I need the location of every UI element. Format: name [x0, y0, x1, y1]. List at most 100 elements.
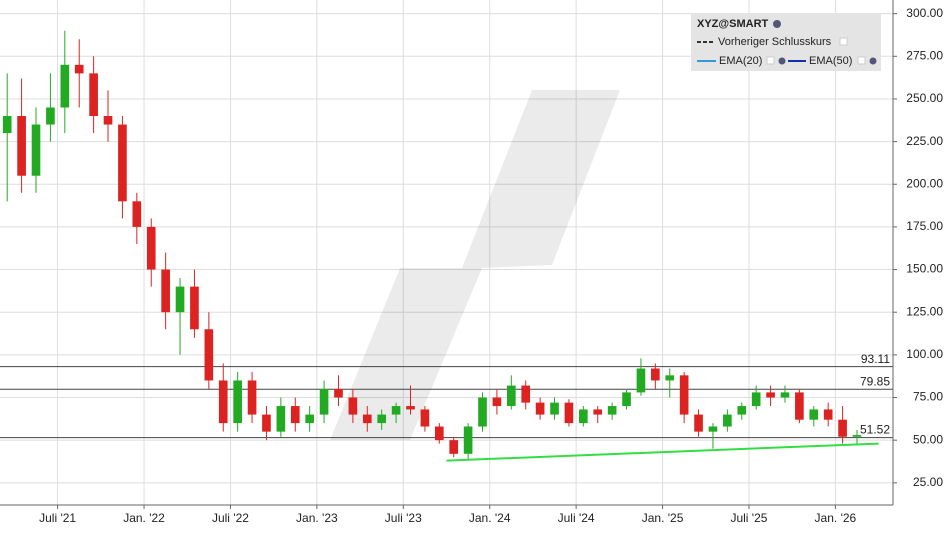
plot-area [0, 0, 893, 505]
candle-body [607, 406, 617, 415]
candle-body [118, 124, 127, 202]
x-tick-label: Jan. '25 [642, 511, 684, 525]
y-tick-label: 125.00 [906, 304, 943, 318]
candle-body [377, 414, 387, 424]
candle-body [506, 385, 516, 407]
x-tick-label: Juli '23 [385, 511, 422, 525]
candle-body [290, 406, 300, 424]
y-tick-label: 75.00 [913, 390, 943, 404]
x-tick-label: Juli '24 [558, 511, 595, 525]
candle-body [535, 402, 545, 415]
x-tick-label: Jan. '23 [296, 511, 338, 525]
candle-body [334, 388, 343, 398]
legend-label: EMA(50) [809, 55, 852, 67]
candle-body [838, 419, 847, 437]
candle-body [463, 426, 473, 454]
x-tick-label: Juli '21 [39, 511, 76, 525]
icon [773, 20, 781, 28]
candle-body [46, 107, 55, 125]
candle-body [175, 286, 185, 313]
candle-body [737, 406, 747, 415]
candle-body [218, 380, 228, 424]
candle-body [60, 64, 70, 108]
candle-body [823, 409, 833, 420]
candles [0, 30, 893, 462]
legend-label: EMA(20) [719, 55, 762, 67]
candle-body [132, 201, 142, 227]
y-tick-label: 275.00 [906, 48, 943, 62]
candle-body [708, 426, 718, 432]
candle-body [89, 73, 98, 117]
candle-body [204, 329, 214, 381]
y-tick-label: 175.00 [906, 219, 943, 233]
candle-body [348, 397, 358, 415]
candle-body [2, 116, 12, 134]
candle-body [276, 406, 286, 432]
candle-body [694, 414, 703, 432]
candle-body [420, 409, 430, 427]
x-tick-label: Jan. '22 [123, 511, 165, 525]
candle-body [795, 392, 804, 420]
icon [869, 57, 877, 65]
candle-body [809, 409, 819, 420]
candle-body [679, 375, 689, 415]
candle-body [449, 440, 459, 454]
candle-body [521, 385, 531, 403]
candle-body [579, 409, 588, 424]
icon [766, 56, 775, 65]
y-tick-label: 250.00 [906, 91, 943, 105]
y-tick-label: 25.00 [913, 475, 943, 489]
x-tick-label: Jan. '24 [469, 511, 511, 525]
legend-box [691, 13, 881, 71]
watermark [330, 90, 620, 440]
candle-body [723, 414, 732, 427]
candle-body [434, 426, 444, 441]
icon [839, 37, 848, 46]
candle-body [636, 368, 646, 393]
candle-body [766, 392, 775, 398]
candle-body [852, 435, 862, 437]
x-tick-label: Juli '22 [212, 511, 249, 525]
candle-body [651, 368, 660, 381]
candle-body [362, 414, 372, 424]
candle-body [665, 375, 675, 381]
candle-body [103, 116, 113, 125]
y-tick-label: 200.00 [906, 176, 943, 190]
y-tick-label: 100.00 [906, 347, 943, 361]
candle-body [391, 406, 401, 415]
candle-body [593, 409, 603, 415]
candle-body [780, 392, 790, 398]
candle-body [564, 402, 574, 424]
candle-body [492, 397, 502, 407]
candle-body [146, 226, 156, 270]
candle-body [190, 286, 199, 330]
candle-body [622, 392, 631, 407]
y-tick-label: 225.00 [906, 134, 943, 148]
icon [857, 56, 866, 65]
candle-body [305, 414, 314, 424]
candle-body [161, 269, 170, 313]
candle-body [319, 388, 329, 415]
candle-body [74, 64, 84, 74]
legend-title: XYZ@SMART [697, 18, 769, 30]
candle-body [751, 392, 761, 407]
icon [778, 57, 786, 65]
legend-label: Vorheriger Schlusskurs [718, 36, 832, 48]
candle-body [31, 124, 41, 176]
candle-body [406, 406, 415, 410]
candle-body [233, 380, 242, 424]
candle-body [262, 414, 271, 432]
y-tick-label: 50.00 [913, 432, 943, 446]
candle-body [247, 380, 257, 415]
level-label: 93.11 [861, 352, 890, 366]
level-label: 79.85 [860, 374, 890, 388]
y-tick-label: 150.00 [906, 262, 943, 276]
legend: XYZ@SMART Vorheriger Schlusskurs EMA(20)… [691, 13, 881, 71]
y-tick-label: 300.00 [906, 6, 943, 20]
candle-body [17, 116, 26, 176]
trend-line [446, 442, 879, 462]
candle-body [478, 397, 487, 427]
candle-body [550, 402, 559, 415]
level-label: 51.52 [860, 423, 890, 437]
